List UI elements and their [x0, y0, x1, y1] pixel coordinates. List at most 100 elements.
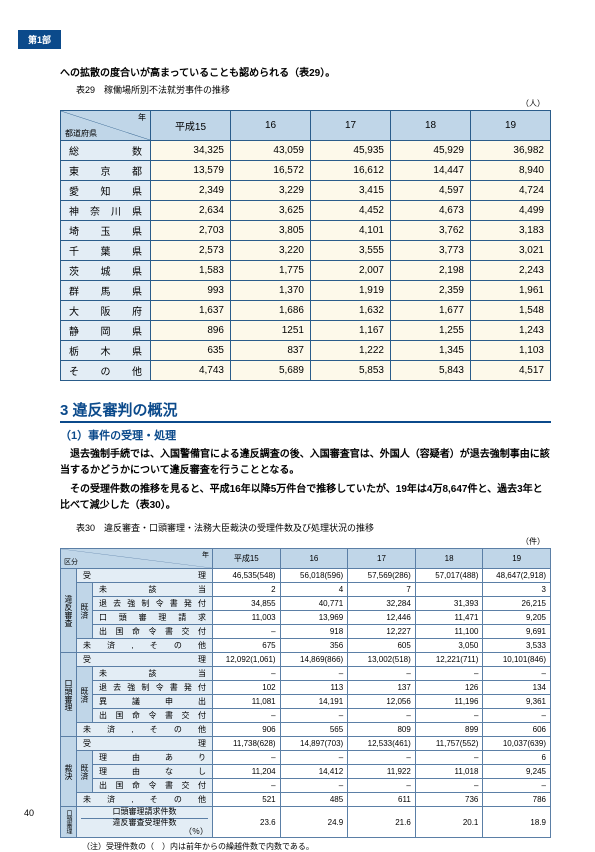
- t29-row-label: 愛 知 県: [61, 181, 151, 201]
- table-30: 年区分平成1516171819違反審査受 理46,535(548)56,018(…: [60, 548, 551, 838]
- t30-cell: 10,037(639): [483, 737, 551, 751]
- t30-cell: 26,215: [483, 597, 551, 611]
- t29-cell: 1,961: [471, 281, 551, 301]
- t29-cell: 1,919: [311, 281, 391, 301]
- t29-cell: 2,634: [151, 201, 231, 221]
- t30-row-label: 理 由 あ り: [93, 751, 213, 765]
- t29-cell: 4,724: [471, 181, 551, 201]
- t29-cell: 2,349: [151, 181, 231, 201]
- t29-cell: 2,243: [471, 261, 551, 281]
- t29-cell: 5,689: [231, 361, 311, 381]
- t30-cell: –: [213, 709, 281, 723]
- t30-cell: 40,771: [280, 597, 348, 611]
- t30-cell: –: [348, 751, 416, 765]
- t30-cell: –: [280, 667, 348, 681]
- t30-cell: –: [213, 625, 281, 639]
- t29-cell: 1,637: [151, 301, 231, 321]
- t30-row-label: 未 済 , そ の 他: [77, 639, 213, 653]
- t29-row-label: 埼 玉 県: [61, 221, 151, 241]
- t30-cell: 134: [483, 681, 551, 695]
- t29-cell: 3,773: [391, 241, 471, 261]
- t30-cell: –: [415, 709, 483, 723]
- t30-cell: 736: [415, 793, 483, 807]
- t29-cell: 3,220: [231, 241, 311, 261]
- t30-cell: 918: [280, 625, 348, 639]
- t30-row-label: 未 該 当: [93, 667, 213, 681]
- t30-row-label: 理 由 な し: [93, 765, 213, 779]
- t30-row-label: 口 頭 審 理 請 求: [93, 611, 213, 625]
- t29-cell: 36,982: [471, 141, 551, 161]
- t29-year-head: 16: [231, 111, 311, 141]
- t30-cell: 9,361: [483, 695, 551, 709]
- t29-row-label: 栃 木 県: [61, 341, 151, 361]
- t29-cell: 3,415: [311, 181, 391, 201]
- t30-cell: 7: [348, 583, 416, 597]
- t29-cell: 1,775: [231, 261, 311, 281]
- t29-cell: 1,167: [311, 321, 391, 341]
- t29-row-label: そ の 他: [61, 361, 151, 381]
- t30-sub-head: 既済: [77, 583, 93, 639]
- t29-cell: 3,183: [471, 221, 551, 241]
- t29-cell: 635: [151, 341, 231, 361]
- t30-cell: 485: [280, 793, 348, 807]
- paragraph-1: 退去強制手続では、入国警備官による違反調査の後、入国審査官は、外国人（容疑者）が…: [60, 447, 551, 478]
- section-title: 3 違反審判の概況: [60, 399, 551, 423]
- t29-cell: 45,935: [311, 141, 391, 161]
- t30-group: 裁決: [61, 737, 77, 807]
- t30-cell: 675: [213, 639, 281, 653]
- t29-cell: 3,625: [231, 201, 311, 221]
- t29-cell: 14,447: [391, 161, 471, 181]
- t29-cell: 1,632: [311, 301, 391, 321]
- t30-year-head: 18: [415, 549, 483, 569]
- t30-cell: 137: [348, 681, 416, 695]
- part-tab: 第1部: [18, 30, 61, 49]
- t29-cell: 4,517: [471, 361, 551, 381]
- t29-cell: 2,198: [391, 261, 471, 281]
- t30-cell: 12,227: [348, 625, 416, 639]
- t29-unit: （人）: [60, 98, 545, 109]
- page-number: 40: [24, 808, 34, 818]
- t29-caption: 表29 稼働場所別不法就労事件の推移: [76, 83, 551, 96]
- t30-ratio-cell: 18.9: [483, 807, 551, 838]
- t30-row-label: 未 済 , そ の 他: [77, 793, 213, 807]
- t30-cell: –: [348, 779, 416, 793]
- t29-cell: 3,762: [391, 221, 471, 241]
- t30-row-label: 出 国 命 令 書 交 付: [93, 625, 213, 639]
- t29-cell: 1,686: [231, 301, 311, 321]
- t29-cell: 3,229: [231, 181, 311, 201]
- t30-note: （注）受理件数の（ ）内は前年からの繰越件数で内数である。: [82, 841, 551, 852]
- t30-cell: 113: [280, 681, 348, 695]
- t30-row-label: 出 国 命 令 書 交 付: [93, 709, 213, 723]
- t29-cell: 1,583: [151, 261, 231, 281]
- t30-cell: 12,446: [348, 611, 416, 625]
- t30-cell: 11,757(552): [415, 737, 483, 751]
- subsection-title: （1）事件の受理・処理: [60, 427, 551, 443]
- page-content: への拡散の度合いが高まっていることも認められる（表29）。 表29 稼働場所別不…: [0, 0, 595, 852]
- t30-row-label: 退 去 強 制 令 書 発 付: [93, 597, 213, 611]
- t29-cell: 3,805: [231, 221, 311, 241]
- t30-cell: 3,533: [483, 639, 551, 653]
- t29-cell: 4,452: [311, 201, 391, 221]
- t30-cell: 14,897(703): [280, 737, 348, 751]
- t30-cell: 102: [213, 681, 281, 695]
- t30-row-label: 受 理: [77, 737, 213, 751]
- t29-cell: 1251: [231, 321, 311, 341]
- t30-ratio-cell: 20.1: [415, 807, 483, 838]
- t30-cell: –: [348, 667, 416, 681]
- t29-cell: 2,573: [151, 241, 231, 261]
- t30-group: 違反審査: [61, 569, 77, 653]
- t29-row-label: 神 奈 川 県: [61, 201, 151, 221]
- t30-cell: –: [483, 667, 551, 681]
- t29-cell: 896: [151, 321, 231, 341]
- t30-cell: –: [415, 751, 483, 765]
- t29-year-head: 平成15: [151, 111, 231, 141]
- t30-cell: 14,869(866): [280, 653, 348, 667]
- t30-ratio-label: 口頭審理請求件数違反審査受理件数（％）: [77, 807, 213, 838]
- t30-year-head: 19: [483, 549, 551, 569]
- t30-row-label: 未 済 , そ の 他: [77, 723, 213, 737]
- t30-cell: 14,412: [280, 765, 348, 779]
- t30-cell: 11,196: [415, 695, 483, 709]
- t29-cell: 1,243: [471, 321, 551, 341]
- intro-line: への拡散の度合いが高まっていることも認められる（表29）。: [60, 64, 551, 79]
- table-29: 年都道府県平成1516171819総 数34,32543,05945,93545…: [60, 110, 551, 381]
